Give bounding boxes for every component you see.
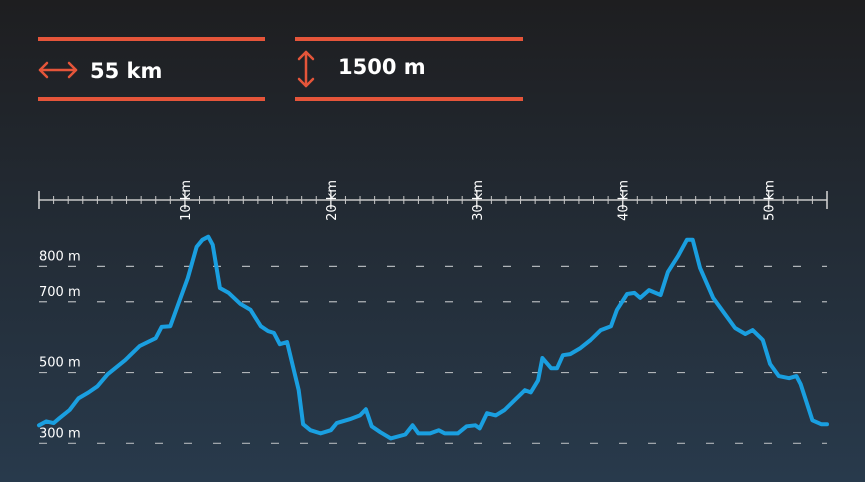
header: 55 km 1500 m [38,37,523,101]
x-tick-label: 20 km [325,180,340,221]
elevation-line [37,234,829,441]
y-tick-label: 500 m [39,356,81,371]
x-tick-label: 10 km [179,180,194,221]
x-tick-label: 50 km [763,180,778,221]
y-tick-label: 700 m [39,285,81,300]
x-tick-label: 30 km [471,180,486,221]
x-tick-label: 40 km [617,180,632,221]
distance: 55 km [90,59,162,83]
y-tick-label: 800 m [39,249,81,264]
ascent: 1500 m [338,55,426,79]
y-tick-label: 300 m [39,426,81,441]
ascent-icon [297,50,315,88]
distance-icon [38,61,78,79]
